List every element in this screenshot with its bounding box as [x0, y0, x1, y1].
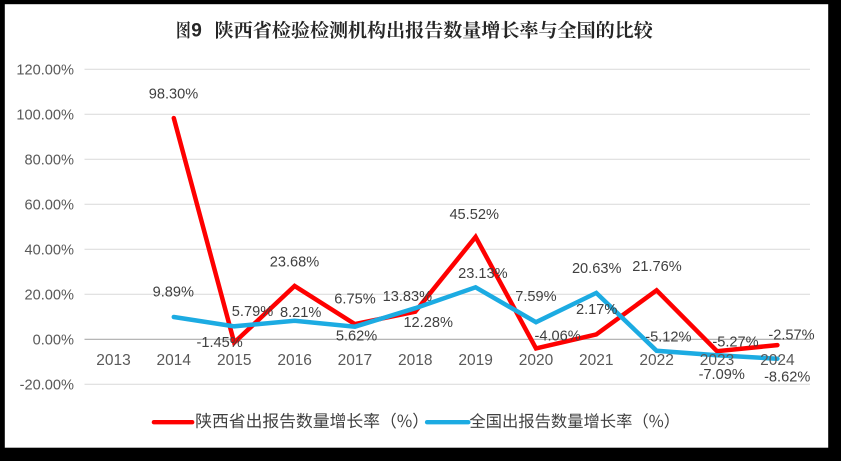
svg-text:5.62%: 5.62% — [336, 329, 377, 345]
svg-text:21.76%: 21.76% — [632, 259, 682, 275]
svg-text:80.00%: 80.00% — [25, 153, 75, 169]
svg-text:8.21%: 8.21% — [280, 305, 321, 321]
svg-text:23.13%: 23.13% — [458, 266, 508, 282]
svg-text:2016: 2016 — [277, 352, 311, 369]
svg-text:-20.00%: -20.00% — [20, 378, 74, 394]
svg-text:2015: 2015 — [217, 352, 251, 369]
svg-text:40.00%: 40.00% — [25, 243, 75, 259]
svg-text:6.75%: 6.75% — [334, 292, 375, 308]
svg-text:-2.57%: -2.57% — [768, 328, 814, 344]
svg-text:-5.27%: -5.27% — [712, 334, 758, 350]
svg-text:2.17%: 2.17% — [576, 302, 617, 318]
svg-text:2019: 2019 — [458, 352, 492, 369]
svg-text:2020: 2020 — [519, 352, 554, 369]
svg-text:2024: 2024 — [760, 352, 795, 369]
svg-text:100.00%: 100.00% — [16, 108, 74, 124]
svg-text:-5.12%: -5.12% — [645, 329, 691, 345]
svg-text:60.00%: 60.00% — [25, 198, 75, 214]
svg-text:0.00%: 0.00% — [33, 333, 74, 349]
svg-text:2023: 2023 — [700, 352, 734, 369]
svg-text:20.00%: 20.00% — [25, 288, 75, 304]
svg-text:2022: 2022 — [639, 352, 673, 369]
svg-text:23.68%: 23.68% — [270, 255, 320, 271]
svg-text:98.30%: 98.30% — [149, 87, 199, 103]
svg-text:2021: 2021 — [579, 352, 613, 369]
svg-text:13.83%: 13.83% — [383, 289, 433, 305]
svg-text:5.79%: 5.79% — [232, 304, 273, 320]
svg-text:120.00%: 120.00% — [16, 63, 74, 79]
svg-text:7.59%: 7.59% — [515, 289, 556, 305]
svg-text:9: 9 — [191, 21, 202, 42]
svg-text:2014: 2014 — [157, 352, 192, 369]
svg-text:-4.06%: -4.06% — [534, 328, 580, 344]
svg-text:2013: 2013 — [96, 352, 130, 369]
svg-text:45.52%: 45.52% — [449, 207, 499, 223]
svg-text:9.89%: 9.89% — [153, 285, 194, 301]
svg-text:-1.45%: -1.45% — [196, 335, 242, 351]
svg-text:-8.62%: -8.62% — [764, 369, 810, 385]
svg-text:2017: 2017 — [338, 352, 372, 369]
svg-text:20.63%: 20.63% — [572, 261, 622, 277]
svg-text:2018: 2018 — [398, 352, 432, 369]
svg-text:-7.09%: -7.09% — [699, 367, 745, 383]
svg-text:12.28%: 12.28% — [403, 315, 453, 331]
